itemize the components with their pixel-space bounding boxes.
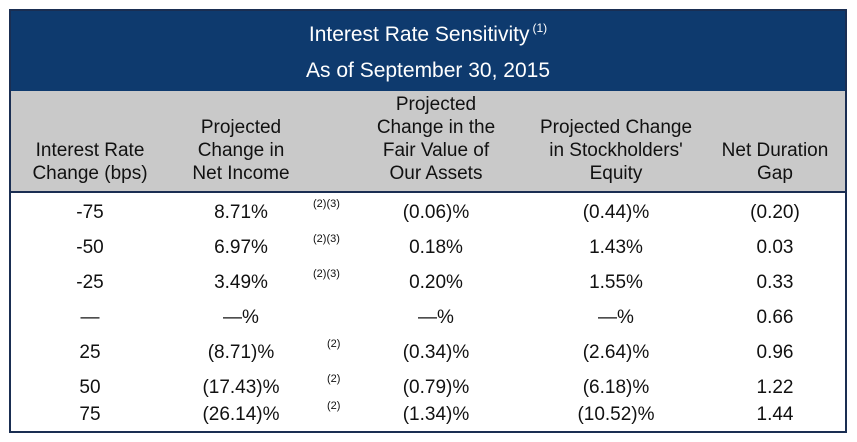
table-row: 75 (26.14)% (2) (1.34)% (10.52)% 1.44 [11, 397, 845, 432]
footnote-marker: (2) [327, 373, 341, 385]
table-row: — —% —% —% 0.66 [11, 300, 845, 335]
duration-gap-cell: 0.66 [756, 307, 794, 328]
fair-value-cell: (0.06)% [402, 202, 470, 223]
net-income-cell: —% [223, 307, 259, 328]
duration-gap-cell: 1.22 [756, 377, 794, 398]
table-row: -25 3.49% (2)(3) 0.20% 1.55% 0.33 [11, 265, 845, 300]
fair-value-cell: 0.20% [409, 272, 463, 293]
net-income-cell: (8.71)% [207, 342, 275, 363]
sensitivity-table: Interest Rate Sensitivity (1) As of Septe… [9, 9, 847, 433]
net-income-cell: (17.43)% [202, 377, 280, 398]
footnote-marker: (2) [327, 400, 341, 412]
table-title-band: Interest Rate Sensitivity (1) As of Septe… [11, 11, 845, 91]
footnote-marker: (2)(3) [313, 268, 340, 280]
rate-change-cell: -50 [76, 237, 104, 258]
table-row: 50 (17.43)% (2) (0.79)% (6.18)% 1.22 [11, 370, 845, 405]
net-income-cell: (26.14)% [202, 404, 280, 425]
equity-cell: (0.44)% [582, 202, 650, 223]
fair-value-cell: —% [418, 307, 454, 328]
equity-cell: —% [598, 307, 634, 328]
net-income-cell: 8.71% [214, 202, 268, 223]
header-rate-change: Interest Rate Change (bps) [32, 140, 148, 184]
table-row: 25 (8.71)% (2) (0.34)% (2.64)% 0.96 [11, 335, 845, 370]
duration-gap-cell: 0.33 [756, 272, 794, 293]
rate-change-cell: 50 [79, 377, 101, 398]
rate-change-cell: 25 [79, 342, 101, 363]
column-headers: Interest Rate Change (bps) Projected Cha… [11, 91, 845, 193]
table-title: Interest Rate Sensitivity (1) [308, 21, 548, 46]
footnote-marker: (2)(3) [313, 198, 340, 210]
footnote-marker: (2)(3) [313, 233, 340, 245]
rate-change-cell: — [80, 307, 100, 328]
duration-gap-cell: 0.96 [756, 342, 794, 363]
net-income-cell: 6.97% [214, 237, 268, 258]
table-row: -50 6.97% (2)(3) 0.18% 1.43% 0.03 [11, 230, 845, 265]
duration-gap-cell: (0.20) [750, 202, 800, 223]
title-footnote: (1) [532, 21, 548, 35]
fair-value-cell: (0.34)% [402, 342, 470, 363]
rate-change-cell: 75 [79, 404, 101, 425]
rate-change-cell: -75 [76, 202, 104, 223]
header-duration-gap: Net Duration Gap [721, 140, 829, 184]
net-income-cell: 3.49% [214, 272, 268, 293]
table-subtitle: As of September 30, 2015 [306, 59, 550, 82]
header-fair-value: Projected Change in the Fair Value of Ou… [376, 94, 496, 184]
equity-cell: (2.64)% [582, 342, 650, 363]
header-equity: Projected Change in Stockholders' Equity [539, 117, 693, 184]
duration-gap-cell: 1.44 [756, 404, 794, 425]
equity-cell: 1.55% [589, 272, 643, 293]
equity-cell: (6.18)% [582, 377, 650, 398]
fair-value-cell: (0.79)% [402, 377, 470, 398]
footnote-marker: (2) [327, 338, 341, 350]
duration-gap-cell: 0.03 [756, 237, 794, 258]
equity-cell: (10.52)% [577, 404, 655, 425]
table-row: -75 8.71% (2)(3) (0.06)% (0.44)% (0.20) [11, 195, 845, 230]
fair-value-cell: (1.34)% [402, 404, 470, 425]
rate-change-cell: -25 [76, 272, 104, 293]
fair-value-cell: 0.18% [409, 237, 463, 258]
equity-cell: 1.43% [589, 237, 643, 258]
header-net-income: Projected Change in Net Income [192, 117, 290, 184]
